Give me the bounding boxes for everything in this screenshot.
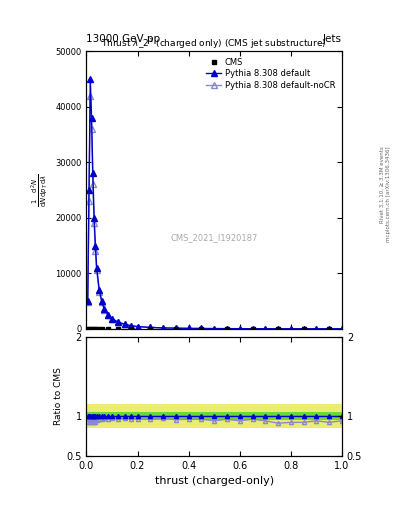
Pythia 8.308 default-noCR: [90, 181, 95, 187]
Pythia 8.308 default: [161, 325, 165, 331]
Pythia 8.308 default-noCR: [99, 299, 104, 305]
Pythia 8.308 default-noCR: [237, 326, 242, 332]
Pythia 8.308 default: [89, 115, 94, 121]
Pythia 8.308 default: [237, 326, 242, 332]
Pythia 8.308 default-noCR: [250, 326, 255, 332]
Pythia 8.308 default-noCR: [89, 126, 94, 132]
Pythia 8.308 default: [110, 316, 114, 322]
Pythia 8.308 default: [340, 326, 344, 332]
Pythia 8.308 default-noCR: [276, 326, 281, 332]
Pythia 8.308 default-noCR: [186, 325, 191, 331]
CMS: [225, 326, 230, 332]
CMS: [99, 326, 104, 332]
Pythia 8.308 default: [85, 298, 90, 304]
CMS: [199, 326, 204, 332]
Pythia 8.308 default: [327, 326, 332, 332]
Pythia 8.308 default-noCR: [129, 323, 134, 329]
Pythia 8.308 default: [301, 326, 306, 332]
Pythia 8.308 default: [123, 321, 127, 327]
Pythia 8.308 default-noCR: [106, 312, 110, 318]
Pythia 8.308 default-noCR: [94, 267, 99, 273]
CMS: [129, 326, 134, 332]
Pythia 8.308 default: [88, 76, 93, 82]
Pythia 8.308 default-noCR: [327, 326, 332, 332]
Text: 13000 GeV pp: 13000 GeV pp: [86, 33, 161, 44]
Text: CMS_2021_I1920187: CMS_2021_I1920187: [171, 232, 258, 242]
Pythia 8.308 default: [199, 326, 204, 332]
Line: CMS: CMS: [85, 326, 332, 331]
Pythia 8.308 default: [90, 170, 95, 177]
Text: Jets: Jets: [323, 33, 342, 44]
Pythia 8.308 default-noCR: [116, 319, 121, 326]
Pythia 8.308 default-noCR: [110, 316, 114, 322]
Pythia 8.308 default: [186, 325, 191, 331]
Pythia 8.308 default: [94, 265, 99, 271]
Pythia 8.308 default-noCR: [288, 326, 293, 332]
Pythia 8.308 default: [86, 187, 91, 193]
Pythia 8.308 default: [99, 298, 104, 304]
Pythia 8.308 default: [148, 324, 152, 330]
Pythia 8.308 default: [212, 326, 217, 332]
CMS: [106, 326, 110, 332]
Pythia 8.308 default-noCR: [135, 324, 140, 330]
Title: Thrust $\lambda$_2$^1$ (charged only) (CMS jet substructure): Thrust $\lambda$_2$^1$ (charged only) (C…: [101, 37, 327, 51]
CMS: [93, 326, 98, 332]
Pythia 8.308 default-noCR: [174, 325, 178, 331]
Pythia 8.308 default-noCR: [92, 220, 97, 226]
Pythia 8.308 default-noCR: [225, 326, 230, 332]
Pythia 8.308 default: [106, 312, 110, 318]
Line: Pythia 8.308 default-noCR: Pythia 8.308 default-noCR: [85, 93, 345, 332]
Line: Pythia 8.308 default: Pythia 8.308 default: [85, 76, 345, 332]
Pythia 8.308 default-noCR: [161, 325, 165, 331]
CMS: [90, 326, 95, 332]
Legend: CMS, Pythia 8.308 default, Pythia 8.308 default-noCR: CMS, Pythia 8.308 default, Pythia 8.308 …: [204, 55, 338, 92]
Y-axis label: Ratio to CMS: Ratio to CMS: [55, 367, 63, 425]
Pythia 8.308 default: [276, 326, 281, 332]
Pythia 8.308 default-noCR: [102, 307, 107, 313]
Pythia 8.308 default-noCR: [93, 248, 98, 254]
CMS: [301, 326, 306, 332]
Pythia 8.308 default-noCR: [314, 326, 319, 332]
Pythia 8.308 default: [263, 326, 268, 332]
CMS: [174, 326, 178, 332]
Pythia 8.308 default: [225, 326, 230, 332]
CMS: [276, 326, 281, 332]
Pythia 8.308 default: [102, 306, 107, 312]
CMS: [95, 326, 100, 332]
CMS: [148, 326, 152, 332]
Pythia 8.308 default-noCR: [97, 289, 101, 295]
CMS: [88, 326, 93, 332]
CMS: [116, 326, 121, 332]
Pythia 8.308 default-noCR: [340, 326, 344, 332]
CMS: [250, 326, 255, 332]
Pythia 8.308 default: [314, 326, 319, 332]
Pythia 8.308 default: [129, 323, 134, 329]
Pythia 8.308 default: [93, 243, 98, 249]
Pythia 8.308 default-noCR: [263, 326, 268, 332]
Pythia 8.308 default-noCR: [199, 326, 204, 332]
Y-axis label: $\frac{1}{\mathrm{d}N}\frac{\mathrm{d}^2N}{\mathrm{d}p_T\,\mathrm{d}\lambda}$: $\frac{1}{\mathrm{d}N}\frac{\mathrm{d}^2…: [29, 173, 50, 207]
Pythia 8.308 default-noCR: [148, 325, 152, 331]
X-axis label: thrust (charged-only): thrust (charged-only): [154, 476, 274, 486]
CMS: [327, 326, 332, 332]
Pythia 8.308 default: [250, 326, 255, 332]
Pythia 8.308 default: [135, 324, 140, 330]
Pythia 8.308 default: [116, 319, 121, 325]
Pythia 8.308 default: [92, 215, 97, 221]
Pythia 8.308 default-noCR: [212, 326, 217, 332]
Pythia 8.308 default: [174, 325, 178, 331]
Text: Rivet 3.1.10, ≥ 3.3M events
mcplots.cern.ch [arXiv:1306.3436]: Rivet 3.1.10, ≥ 3.3M events mcplots.cern…: [380, 147, 391, 242]
Pythia 8.308 default-noCR: [123, 322, 127, 328]
Pythia 8.308 default-noCR: [86, 198, 91, 204]
Pythia 8.308 default: [97, 287, 101, 293]
Pythia 8.308 default-noCR: [85, 299, 90, 305]
Pythia 8.308 default-noCR: [88, 93, 93, 99]
CMS: [85, 326, 90, 332]
Pythia 8.308 default-noCR: [301, 326, 306, 332]
Pythia 8.308 default: [288, 326, 293, 332]
